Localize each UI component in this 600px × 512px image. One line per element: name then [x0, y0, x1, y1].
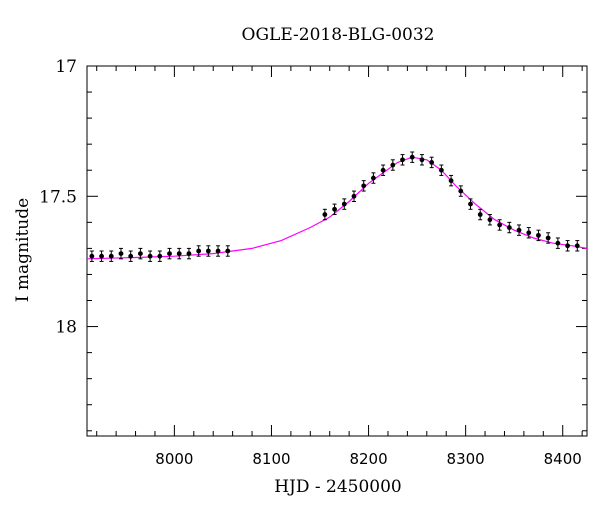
data-point [536, 229, 541, 242]
data-points-group [89, 151, 580, 262]
data-point [390, 159, 396, 171]
axis-ticks [87, 65, 587, 436]
data-point [545, 232, 551, 244]
x-tick-label: 8300 [447, 450, 485, 468]
data-point [380, 164, 386, 176]
data-point [196, 245, 202, 257]
data-point [409, 151, 415, 163]
data-point [108, 250, 114, 262]
data-point [458, 185, 464, 197]
data-point [497, 219, 503, 231]
x-tick-labels: 8000 8100 8200 8300 8400 [155, 450, 582, 468]
data-point [147, 250, 153, 262]
data-point [429, 156, 435, 169]
data-point [215, 245, 221, 257]
data-point [487, 214, 493, 226]
x-tick-label: 8200 [349, 450, 387, 468]
data-point [419, 154, 425, 166]
data-point [516, 224, 522, 236]
data-point [186, 247, 192, 260]
data-point [438, 164, 444, 176]
y-tick-labels: 17 17.5 18 [39, 57, 77, 338]
x-tick-label: 8100 [252, 450, 290, 468]
data-point [477, 208, 483, 221]
data-point [526, 227, 532, 239]
y-axis-label: I magnitude [13, 198, 33, 302]
x-tick-label: 8000 [155, 450, 193, 468]
data-point [468, 198, 473, 210]
data-point [400, 154, 405, 166]
plot-frame [86, 65, 588, 437]
model-curve [86, 156, 588, 260]
data-point [137, 247, 143, 260]
model-curve-group [86, 156, 588, 260]
y-tick-label: 18 [55, 318, 77, 338]
y-tick-label: 17.5 [39, 187, 77, 207]
data-point [167, 247, 172, 260]
chart-title: OGLE-2018-BLG-0032 [242, 25, 435, 45]
x-tick-label: 8400 [544, 450, 582, 468]
data-point [506, 221, 512, 234]
data-point [341, 198, 347, 210]
data-point [565, 240, 570, 252]
x-axis-label: HJD - 2450000 [274, 477, 402, 497]
data-point [128, 250, 134, 262]
data-point [89, 250, 95, 262]
data-point [157, 250, 163, 262]
data-point [361, 180, 367, 192]
data-point [322, 208, 328, 221]
plot-area [86, 65, 588, 437]
data-point [448, 174, 454, 187]
data-point [205, 245, 211, 257]
data-point [574, 240, 580, 252]
data-point [99, 250, 104, 262]
data-point [176, 247, 182, 260]
data-point [351, 190, 357, 202]
data-point [371, 172, 376, 184]
data-point [225, 245, 231, 257]
data-point [555, 237, 561, 249]
data-point [118, 247, 124, 260]
data-point [332, 203, 337, 216]
y-tick-label: 17 [55, 57, 77, 77]
